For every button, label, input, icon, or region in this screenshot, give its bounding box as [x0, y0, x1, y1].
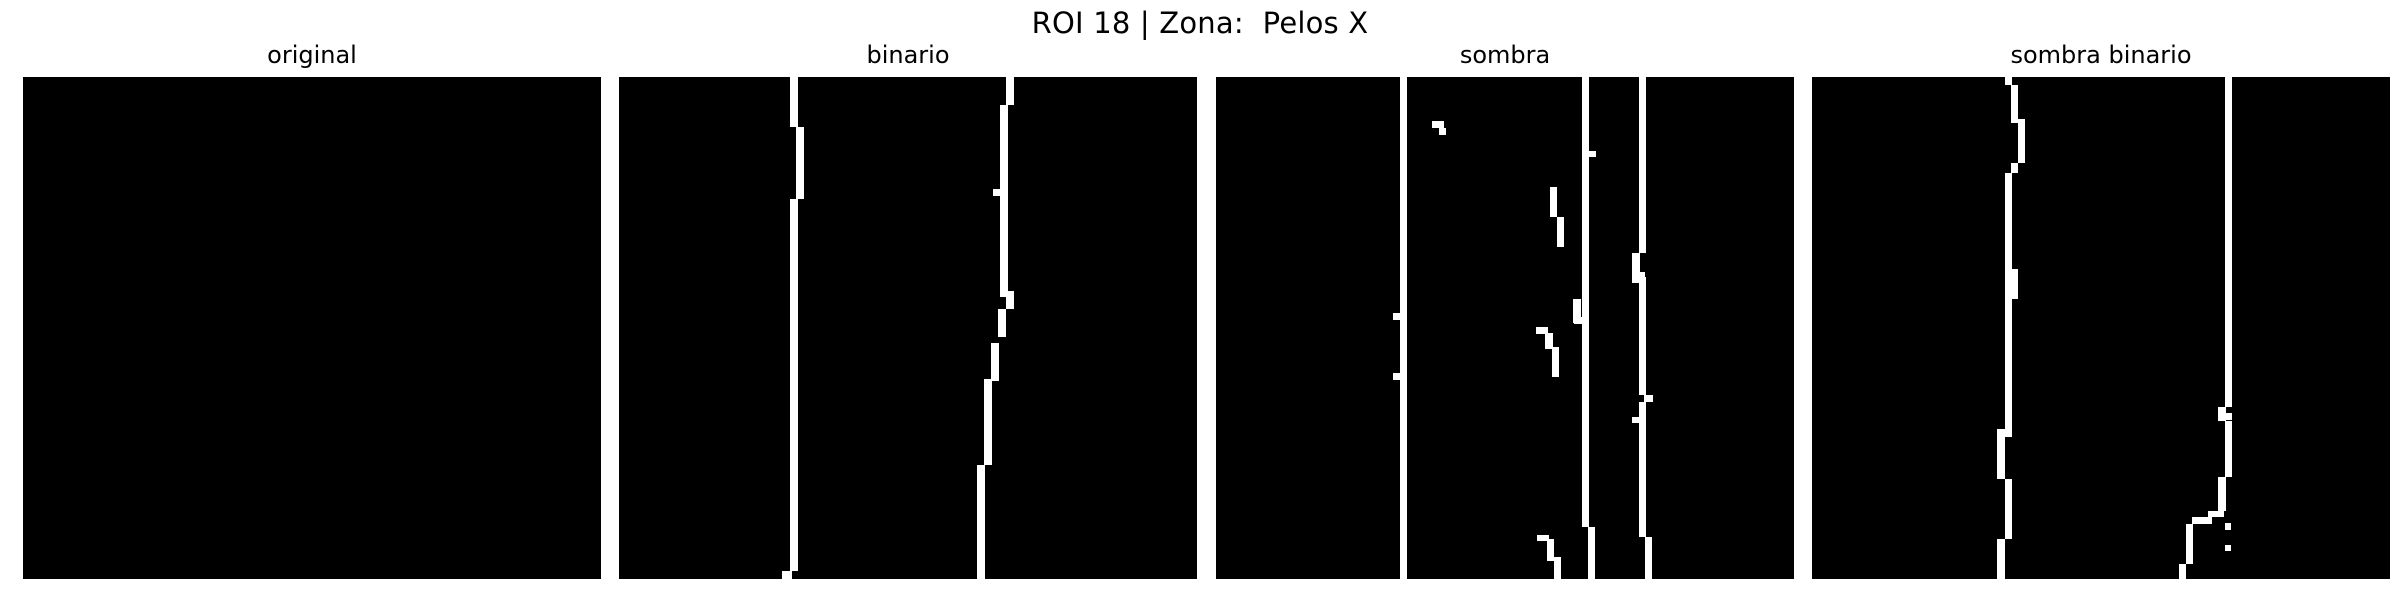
panel-binario: binario — [619, 38, 1197, 579]
image-original — [23, 77, 601, 579]
panel-sombra: sombra — [1216, 38, 1794, 579]
image-binario-canvas — [619, 77, 1197, 579]
image-sombra-binario — [1812, 77, 2390, 579]
panel-title: sombra binario — [2010, 41, 2192, 69]
panel-original: original — [23, 38, 601, 579]
panel-title: sombra — [1459, 41, 1551, 69]
panel-title: binario — [866, 41, 950, 69]
figure-suptitle: ROI 18 | Zona: Pelos X — [1031, 6, 1369, 40]
image-original-canvas — [23, 77, 601, 579]
panel-title: original — [267, 41, 357, 69]
image-sombra-binario-canvas — [1812, 77, 2390, 579]
hair-strands — [782, 77, 1014, 579]
image-binario — [619, 77, 1197, 579]
panel-sombra-binario: sombra binario — [1812, 38, 2390, 579]
shadow-binary-strands — [1997, 77, 2232, 579]
image-sombra-canvas — [1216, 77, 1794, 579]
shadow-marks — [1393, 77, 1653, 579]
image-sombra — [1216, 77, 1794, 579]
